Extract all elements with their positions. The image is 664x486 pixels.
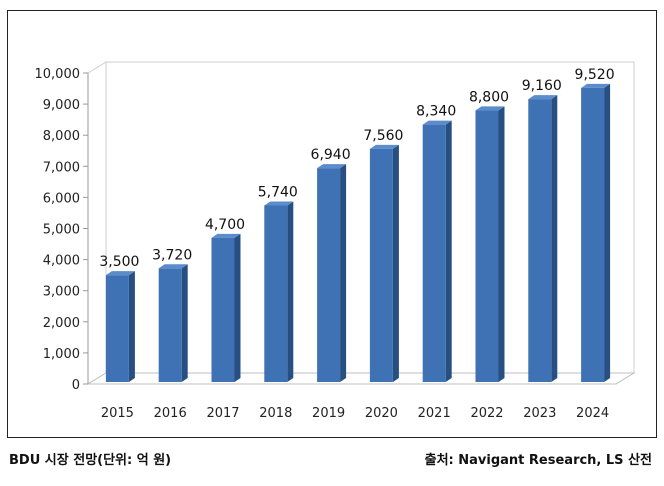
x-tick-label: 2021 bbox=[418, 406, 451, 421]
bar-top bbox=[105, 271, 135, 276]
bar-side bbox=[287, 201, 294, 382]
bar bbox=[581, 83, 611, 382]
y-tick-label: 7,000 bbox=[43, 160, 80, 175]
y-tick-label: 8,000 bbox=[43, 129, 80, 144]
bar bbox=[211, 233, 241, 382]
x-tick-label: 2022 bbox=[470, 406, 503, 421]
bar-front bbox=[264, 205, 288, 382]
data-label: 3,720 bbox=[152, 247, 192, 263]
y-tick-label: 5,000 bbox=[43, 223, 80, 238]
bar-front bbox=[581, 87, 605, 382]
x-tick-label: 2017 bbox=[206, 406, 239, 421]
bar-side bbox=[234, 233, 241, 382]
data-label: 6,940 bbox=[311, 147, 351, 163]
bar-top bbox=[528, 95, 558, 100]
x-tick-label: 2024 bbox=[576, 406, 609, 421]
x-tick-label: 2015 bbox=[101, 406, 134, 421]
y-tick-label: 3,000 bbox=[43, 285, 80, 300]
bar-top bbox=[211, 233, 241, 238]
bar-side bbox=[128, 271, 135, 382]
y-tick-label: 0 bbox=[72, 378, 80, 393]
x-tick-label: 2020 bbox=[365, 406, 398, 421]
bar bbox=[105, 271, 135, 382]
data-label: 7,560 bbox=[363, 128, 403, 144]
bar-side bbox=[340, 164, 347, 382]
bar-front bbox=[422, 124, 446, 382]
bar-front bbox=[369, 148, 393, 382]
bar bbox=[369, 144, 399, 382]
y-tick-label: 4,000 bbox=[43, 254, 80, 269]
bar bbox=[528, 95, 558, 383]
bar-side bbox=[445, 120, 452, 382]
data-label: 9,520 bbox=[575, 67, 615, 83]
x-tick-label: 2018 bbox=[259, 406, 292, 421]
bar bbox=[475, 106, 505, 382]
bar-side bbox=[604, 83, 611, 382]
bar-top bbox=[581, 83, 611, 88]
y-tick-label: 6,000 bbox=[43, 191, 80, 206]
data-label: 9,160 bbox=[522, 78, 562, 94]
bar bbox=[158, 264, 188, 382]
value-labels: 3,500 3,720 4,700 5,740 6,940 7,560 8,340 8,800… bbox=[99, 67, 614, 270]
x-tick-label: 2016 bbox=[154, 406, 187, 421]
bar-top bbox=[158, 264, 188, 269]
data-label: 8,340 bbox=[416, 104, 456, 120]
bar-front bbox=[317, 168, 341, 382]
x-tick-label: 2019 bbox=[312, 406, 345, 421]
bar-front bbox=[475, 110, 499, 382]
y-axis-ticks: 0 1,000 2,000 3,000 4,000 5,000 6,000 7,000 8,00… bbox=[35, 67, 89, 393]
bar-front bbox=[528, 99, 552, 383]
bar-top bbox=[475, 106, 505, 111]
chart-caption: BDU 시장 전망(단위: 억 원) bbox=[9, 453, 172, 468]
y-tick-label: 1,000 bbox=[43, 347, 80, 362]
bar-side bbox=[551, 95, 558, 383]
bar-side bbox=[181, 264, 188, 382]
data-label: 4,700 bbox=[205, 217, 245, 233]
y-tick-label: 10,000 bbox=[35, 67, 81, 82]
bar-top bbox=[422, 120, 452, 125]
bar-top bbox=[317, 164, 347, 169]
bar-chart: 0 1,000 2,000 3,000 4,000 5,000 6,000 7,000 8,00… bbox=[35, 61, 636, 421]
bar-side bbox=[498, 106, 505, 382]
bars bbox=[105, 83, 611, 383]
y-tick-label: 9,000 bbox=[43, 98, 80, 113]
bar-side bbox=[392, 144, 399, 382]
data-label: 8,800 bbox=[469, 89, 509, 105]
bar-front bbox=[211, 237, 235, 382]
bar-top bbox=[369, 144, 399, 149]
x-tick-label: 2023 bbox=[523, 406, 556, 421]
bar bbox=[317, 164, 347, 382]
bar-top bbox=[264, 201, 294, 206]
side-wall bbox=[87, 61, 107, 385]
data-label: 3,500 bbox=[99, 254, 139, 270]
bar-front bbox=[158, 268, 182, 382]
source-caption: 출처: Navigant Research, LS 산전 bbox=[424, 453, 652, 468]
data-label: 5,740 bbox=[258, 184, 298, 200]
bar bbox=[264, 201, 294, 382]
y-tick-label: 2,000 bbox=[43, 316, 80, 331]
bar-front bbox=[105, 275, 129, 382]
bar bbox=[422, 120, 452, 382]
x-axis-ticks: 2015 2016 2017 2018 2019 2020 2021 2022 2023 2024 bbox=[101, 406, 609, 421]
